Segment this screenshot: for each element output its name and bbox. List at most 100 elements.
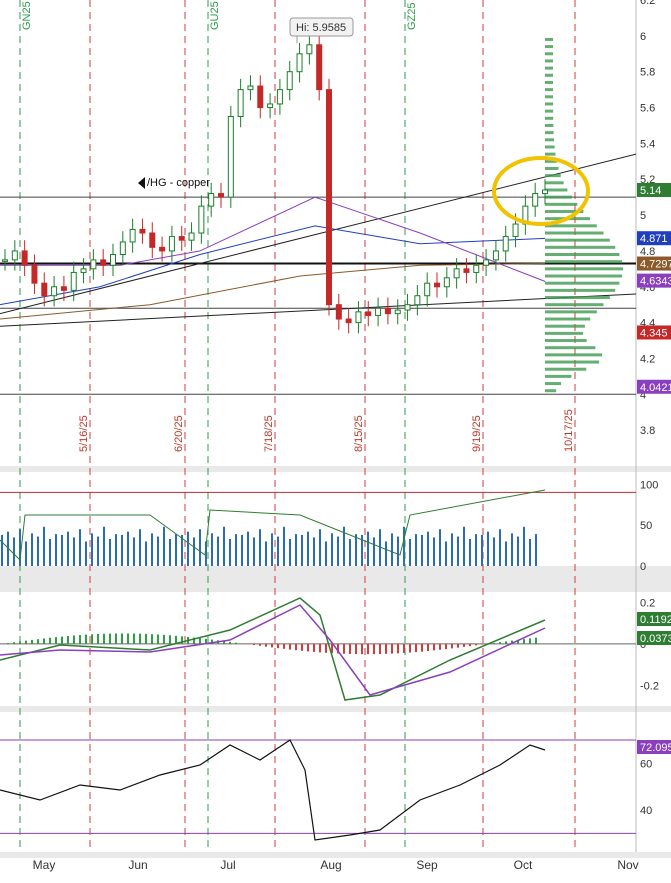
volume-profile-bar — [545, 145, 555, 149]
volume-profile-bar — [545, 317, 591, 321]
volume-profile-bar — [545, 166, 559, 170]
contract-code-label: GZ25 — [406, 2, 418, 30]
price-tick-label: 4 — [640, 389, 646, 401]
candle-body — [31, 264, 38, 284]
volume-profile-bar — [545, 109, 554, 113]
volume-profile-bar — [545, 353, 603, 357]
candle-body — [326, 89, 332, 306]
volume-profile-bar — [545, 374, 572, 378]
volume-profile-bar — [545, 159, 557, 163]
price-tick-label: 5.8 — [640, 67, 655, 79]
volume-profile-bar — [545, 296, 610, 300]
price-badge — [637, 256, 671, 271]
candle-body — [532, 193, 539, 207]
candle-body — [149, 232, 156, 248]
macd-badge — [637, 612, 671, 626]
hi-label-box — [289, 17, 354, 37]
price-tick-label: 5.6 — [640, 103, 655, 115]
signal-line — [0, 604, 546, 696]
symbol-label: /HG - copper — [147, 177, 210, 189]
volume-profile-bar — [545, 303, 604, 307]
candle-body — [483, 259, 490, 266]
volume-profile-bar — [545, 202, 578, 206]
volume-tick-label: 50 — [640, 520, 652, 532]
volume-profile-bar — [545, 195, 572, 199]
macd-badge-label: 0.1192 — [640, 614, 671, 626]
price-badge-label: 4.345 — [640, 327, 668, 339]
candle-body — [375, 307, 382, 316]
candle-body — [365, 311, 372, 316]
price-badge — [637, 379, 671, 394]
volume-profile-bar — [545, 80, 554, 84]
volume-profile-bar — [545, 88, 554, 92]
volume-profile-bar — [545, 360, 600, 364]
candle-body — [100, 259, 107, 266]
cycle-date-label: 7/18/25 — [263, 415, 275, 452]
price-badge-label: 4.871 — [640, 233, 668, 245]
candle-body — [335, 304, 342, 320]
price-tick-label: 4.8 — [640, 246, 655, 258]
rsi-tick-label: 60 — [640, 758, 652, 770]
macd-line — [0, 597, 546, 701]
candle-body — [453, 268, 460, 279]
month-label: May — [33, 858, 56, 872]
candle-body — [257, 85, 264, 109]
macd-badge — [637, 631, 671, 645]
volume-profile-bar — [545, 367, 587, 371]
price-badge — [637, 325, 671, 340]
volume-profile-bar — [545, 188, 568, 192]
candle-body — [188, 232, 195, 241]
volume-profile-bar — [545, 123, 554, 127]
candle-body — [414, 295, 421, 306]
volume-profile-bar — [545, 382, 562, 386]
price-tick-label: 6 — [640, 31, 646, 43]
panel-separator — [0, 852, 671, 858]
price-badge-label: 4.0421 — [640, 382, 671, 394]
volume-profile-bar — [545, 66, 554, 70]
volume-profile-bar — [545, 131, 554, 135]
candle-body — [110, 254, 116, 266]
volume-profile-bar — [545, 138, 555, 142]
volume-profile-bar — [545, 181, 564, 185]
volume-profile-bar — [545, 274, 623, 278]
candle-body — [296, 53, 303, 73]
candle-body — [286, 71, 293, 91]
volume-profile-bar — [545, 73, 554, 77]
candle-body — [502, 236, 509, 252]
price-tick-label: 4.2 — [640, 353, 655, 365]
trendline-upper — [0, 153, 637, 315]
highlight-circle — [492, 156, 590, 226]
volume-profile-bar — [545, 59, 554, 63]
cycle-date-label: 10/17/25 — [563, 409, 575, 452]
moving-average-line — [0, 225, 546, 306]
moving-average-line — [0, 262, 546, 320]
volume-profile-bar — [545, 324, 585, 328]
price-badge — [637, 231, 671, 246]
volume-profile-bar — [545, 346, 596, 350]
volume-profile-bar — [545, 95, 554, 99]
volume-tick-label: 100 — [640, 479, 658, 491]
trendline-lower — [0, 293, 637, 327]
candle-body — [394, 309, 401, 315]
month-label: Sep — [416, 858, 438, 872]
rsi-badge-label: 72.0958 — [640, 742, 671, 754]
volume-profile-bar — [545, 174, 561, 178]
price-badge — [637, 273, 671, 288]
candle-body — [80, 268, 87, 273]
month-label: Aug — [320, 858, 341, 872]
hi-label: Hi: 5.9585 — [296, 22, 346, 34]
volume-profile-bar — [545, 260, 623, 264]
candle-body — [247, 85, 254, 91]
month-label: Nov — [617, 858, 638, 872]
candle-body — [473, 264, 480, 273]
volume-profile-bar — [545, 389, 557, 393]
month-label: Jul — [220, 858, 235, 872]
candle-body — [129, 228, 136, 243]
candle-body — [345, 318, 352, 324]
price-tick-label: 5.4 — [640, 138, 655, 150]
volume-profile-bar — [545, 45, 554, 49]
candle-body — [2, 259, 8, 262]
price-tick-label: 5 — [640, 210, 646, 222]
